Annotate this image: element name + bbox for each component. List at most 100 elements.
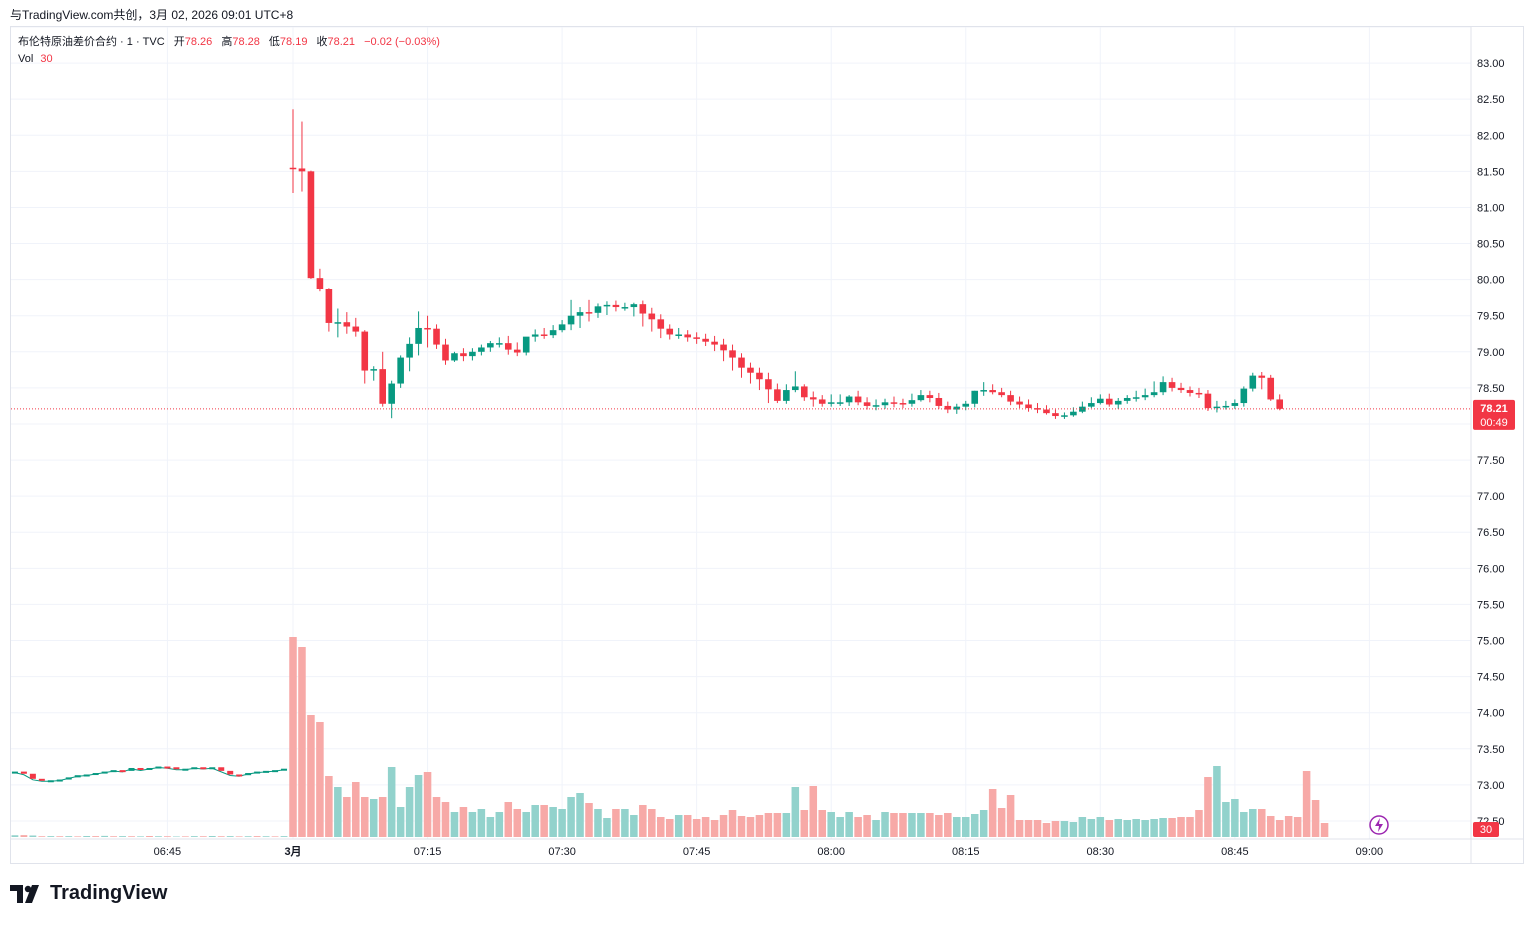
x-axis-tick-label: 08:30 — [1087, 846, 1115, 858]
volume-bar — [29, 835, 37, 837]
volume-bar — [683, 815, 692, 837]
candle-body — [720, 344, 727, 351]
candle-body — [980, 390, 987, 392]
volume-bar — [1042, 823, 1051, 837]
candle-body — [397, 357, 404, 384]
legend-volume-label[interactable]: Vol — [18, 53, 34, 65]
candle-body — [1061, 415, 1068, 417]
volume-bar — [334, 787, 342, 837]
volume-bar — [1024, 820, 1033, 837]
prepost-candle — [83, 774, 90, 777]
volume-bar — [612, 809, 620, 837]
candle-body — [809, 397, 817, 400]
volume-bar — [1204, 777, 1212, 837]
lightning-icon[interactable] — [1369, 815, 1389, 835]
candle-body — [899, 403, 907, 405]
volume-bar — [854, 817, 862, 837]
volume-bar — [979, 810, 988, 837]
candle-body — [765, 379, 772, 390]
candle-body — [854, 396, 862, 403]
candle-body — [863, 402, 871, 406]
volume-bar — [540, 805, 548, 837]
candle-body — [971, 390, 979, 404]
prepost-candle — [137, 767, 144, 770]
prepost-candle — [200, 767, 207, 770]
last-price-badge — [1473, 399, 1515, 430]
volume-bar — [845, 812, 853, 837]
volume-bar — [226, 836, 234, 837]
volume-bar — [1096, 817, 1105, 837]
volume-bar — [1015, 820, 1024, 837]
volume-bar — [101, 835, 109, 837]
price-chart[interactable]: 72.5073.0073.5074.0074.5075.0075.5076.00… — [11, 27, 1523, 863]
candle-body — [1276, 399, 1283, 409]
candle-body — [818, 399, 826, 404]
volume-badge-value: 30 — [1480, 824, 1492, 836]
volume-bar — [1114, 819, 1123, 837]
prepost-candle — [20, 771, 27, 774]
prepost-candle — [164, 766, 171, 769]
tradingview-logo[interactable]: TradingView — [10, 882, 167, 905]
volume-bar — [961, 817, 970, 837]
volume-bar — [988, 789, 997, 837]
volume-bar — [38, 836, 46, 837]
volume-bar — [190, 836, 198, 837]
candle-body — [944, 405, 952, 410]
candle-body — [379, 369, 386, 404]
candle-body — [504, 343, 512, 350]
legend-symbol[interactable]: 布伦特原油差价合约 · 1 · TVC — [18, 36, 165, 48]
volume-badge — [1473, 822, 1499, 837]
volume-bar — [944, 813, 952, 837]
candle-body — [1249, 375, 1257, 389]
volume-bar — [83, 836, 91, 837]
candle-body — [953, 406, 961, 410]
prepost-candle — [65, 777, 72, 780]
candle-body — [1267, 377, 1275, 400]
x-axis-tick-label: 08:15 — [952, 846, 980, 858]
volume-bar — [863, 815, 871, 837]
legend-volume-row: Vol 30 — [18, 51, 440, 68]
volume-bar — [289, 637, 297, 837]
legend-close-label: 收 — [316, 36, 328, 48]
candle-body — [630, 304, 638, 308]
candle-body — [496, 343, 503, 345]
chart-frame[interactable]: 72.50 73.00 73.50 74.00 74.50 75.00 75.50 76.00… — [10, 26, 1524, 864]
prepost-candle — [209, 767, 216, 770]
prepost-candle — [146, 767, 153, 770]
candle-body — [639, 304, 647, 314]
candle-body — [325, 289, 333, 323]
x-axis-tick-label: 08:00 — [817, 846, 845, 858]
candle-body — [307, 171, 315, 279]
chart-legend[interactable]: 布伦特原油差价合约 · 1 · TVC 开78.26 高78.28 低78.19… — [18, 34, 440, 68]
legend-high-label: 高 — [221, 36, 233, 48]
candle-body — [549, 330, 557, 336]
last-price-badge-value: 78.21 — [1480, 403, 1508, 415]
candle-body — [1070, 411, 1077, 416]
legend-low-value: 78.19 — [279, 36, 308, 48]
candle-body — [657, 319, 665, 329]
candle-body — [845, 396, 853, 403]
volume-bar — [208, 836, 216, 837]
y-axis-tick-label: 74.50 — [1477, 672, 1505, 684]
volume-bar — [657, 817, 665, 837]
candle-body — [711, 341, 718, 345]
volume-bar — [378, 797, 387, 837]
volume-bar — [1060, 821, 1069, 837]
volume-bar — [1033, 820, 1042, 837]
volume-bar — [414, 775, 423, 837]
y-axis-tick-label: 79.00 — [1477, 347, 1505, 359]
volume-bar — [477, 809, 486, 837]
volume-bar — [146, 836, 153, 837]
volume-bar — [567, 797, 575, 837]
volume-bar — [352, 782, 360, 837]
candle-body — [1141, 395, 1149, 398]
volume-bar — [441, 802, 450, 837]
candle-body — [612, 304, 620, 308]
volume-bar — [280, 836, 288, 837]
candle-body — [684, 334, 691, 338]
volume-bar — [217, 836, 225, 837]
candle-body — [487, 343, 494, 348]
prepost-candle — [245, 773, 252, 776]
candle-body — [1088, 403, 1095, 407]
prepost-candle — [236, 774, 243, 777]
